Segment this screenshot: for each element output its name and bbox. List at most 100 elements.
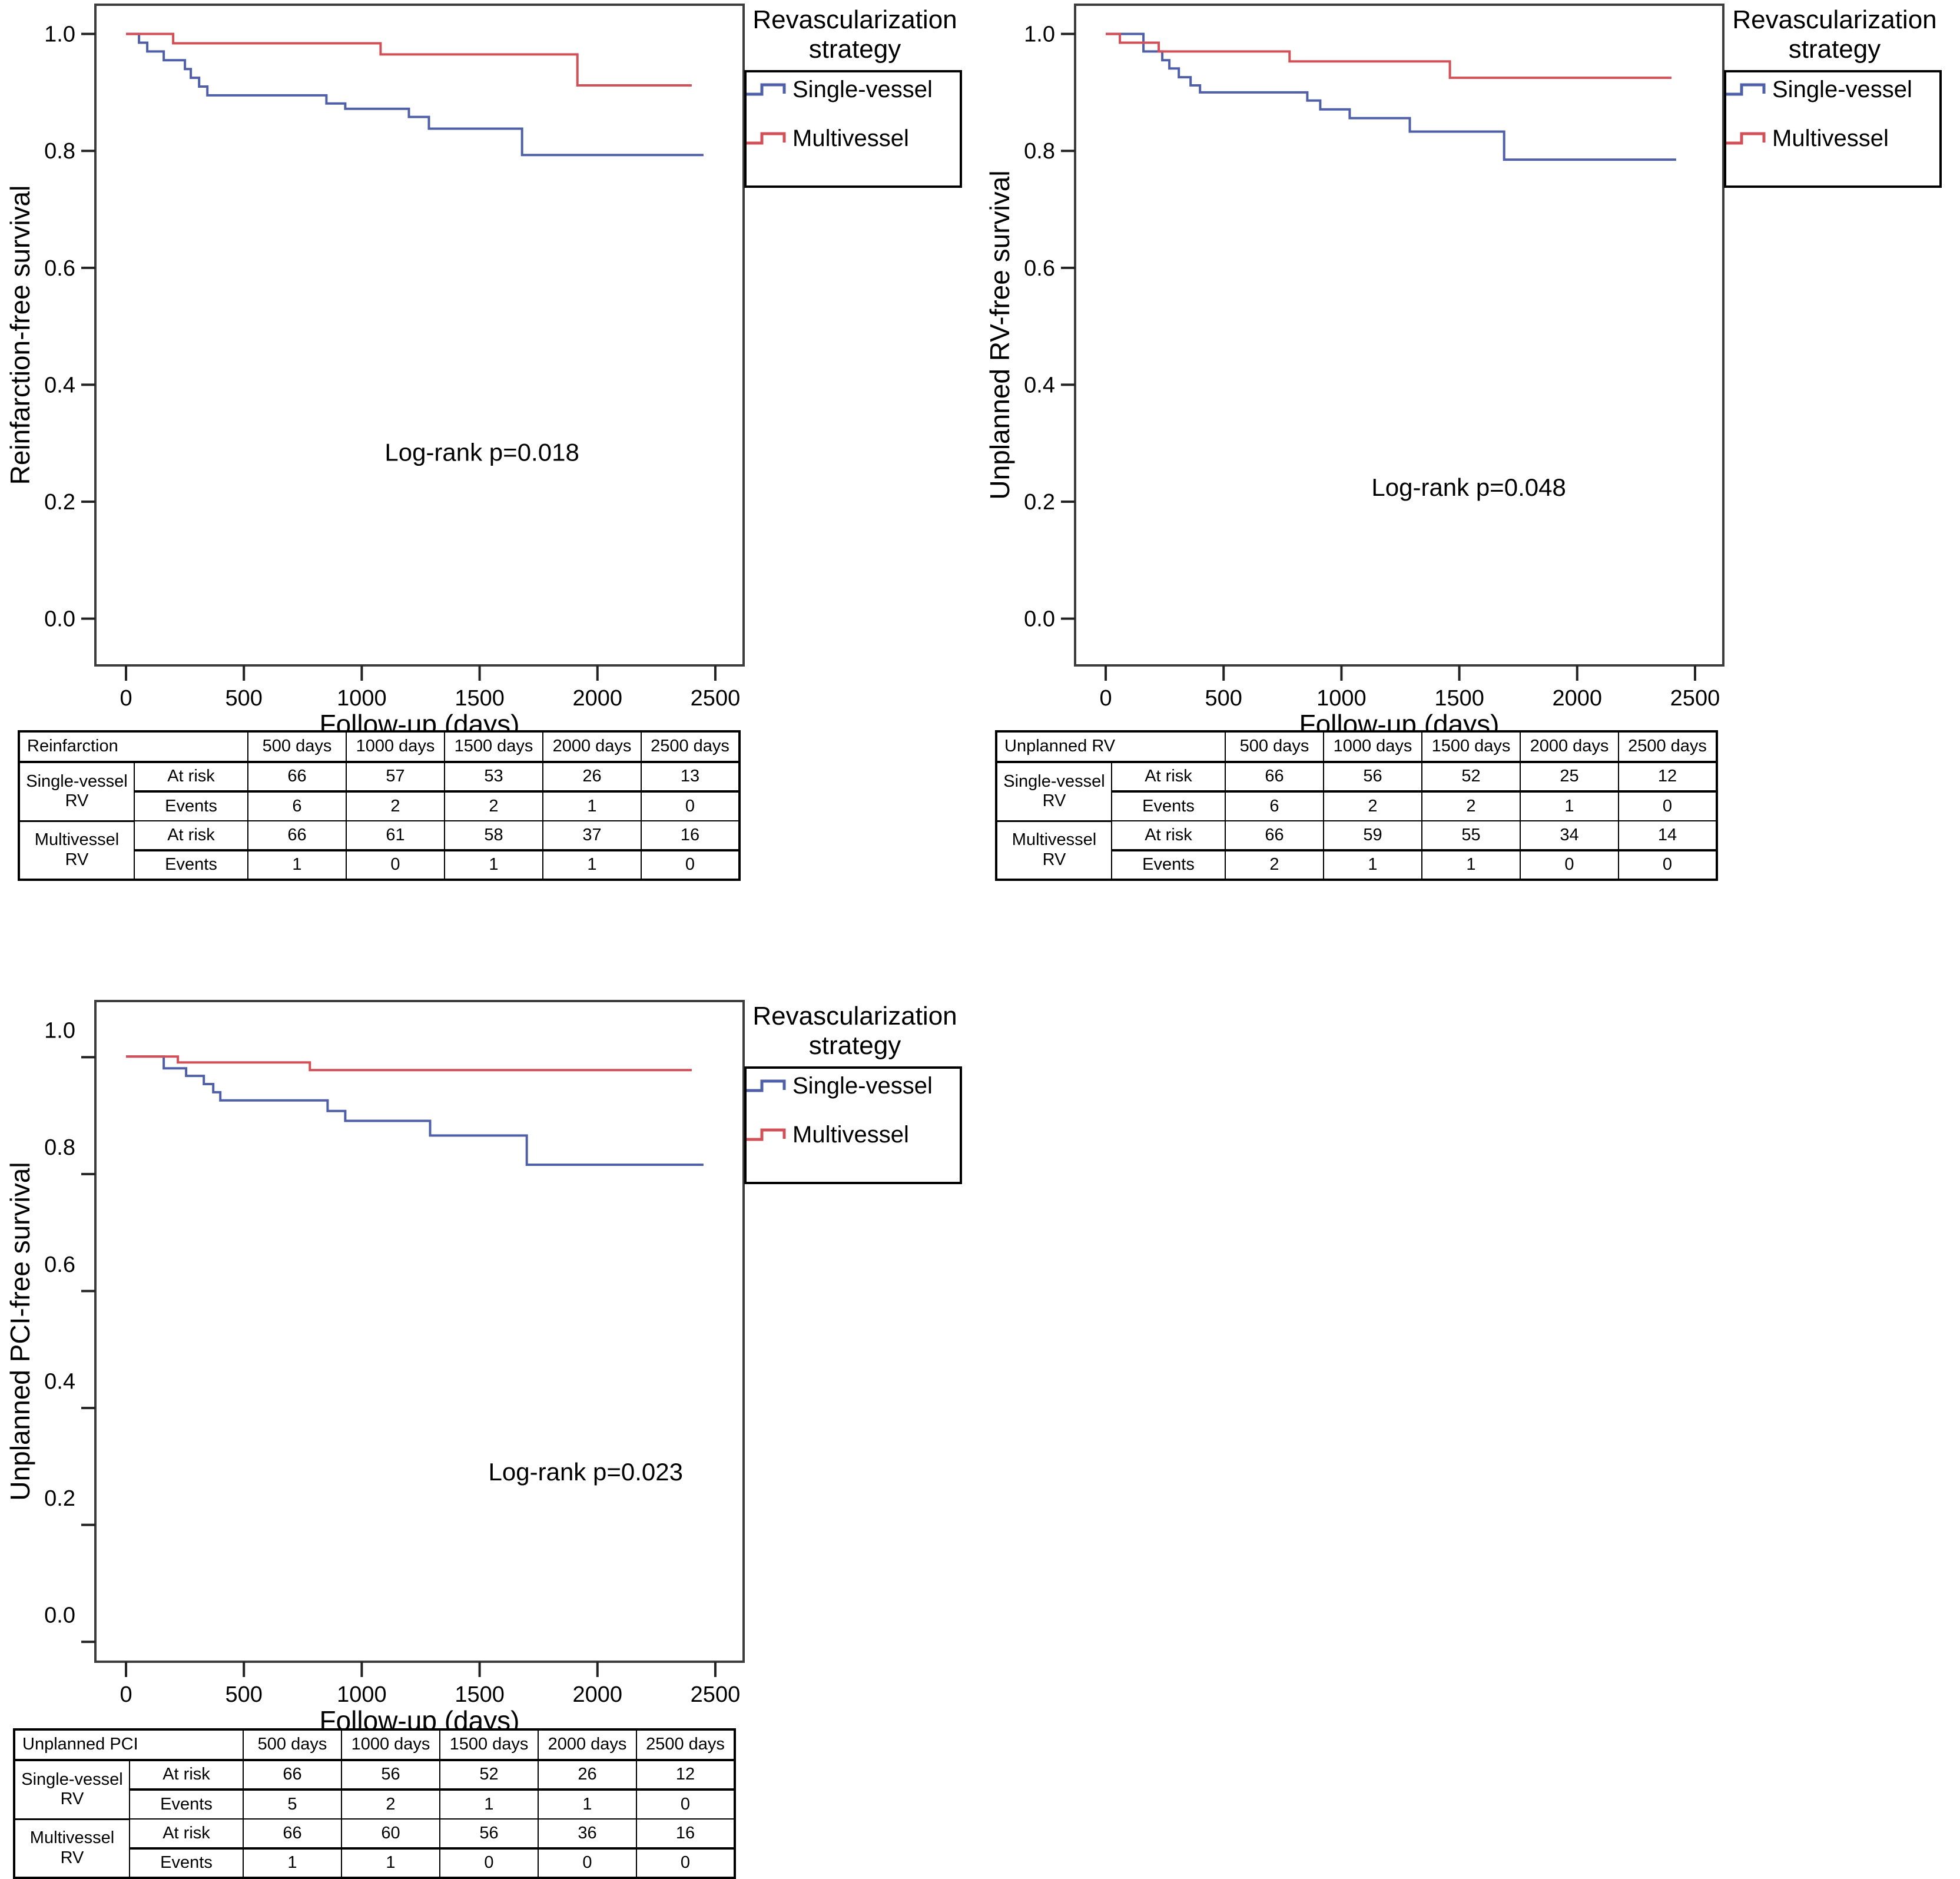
km-chart-svg: 0.00.20.40.60.81.00 500 1000 1500 2000 2500Fo… [984, 4, 1942, 739]
table-cell-value: 52 [439, 1759, 539, 1791]
table-group-label: Single-vessel RV [18, 761, 135, 822]
table-cell-value: 0 [1618, 850, 1717, 880]
x-tick-label: 0 [1099, 686, 1112, 711]
legend-item-label: Multivessel [792, 1122, 909, 1148]
legend-item-label: Single-vessel [1772, 77, 1912, 102]
table-column-header: 1000 days [341, 1729, 440, 1761]
table-cell-value: 66 [1225, 761, 1324, 793]
legend-title: strategy [1789, 35, 1881, 64]
table-group-label: Single-vessel RV [996, 761, 1112, 822]
table-cell-value: 1 [444, 850, 543, 880]
y-tick-label: 1.0 [1024, 22, 1055, 47]
table-cell-value: 16 [641, 820, 740, 851]
table-cell-value: 52 [1421, 761, 1521, 793]
table-cell-value: 16 [636, 1818, 735, 1850]
table-row: Events 1 0 1 1 0 [19, 850, 740, 880]
log-rank-annotation: Log-rank p=0.018 [384, 438, 579, 466]
x-tick-label: 2500 [691, 1682, 741, 1707]
table-metric-label: Events [1111, 791, 1226, 821]
table-cell-value: 2 [1323, 791, 1422, 821]
table-cell-value: 0 [636, 1848, 735, 1878]
table-cell-value: 66 [247, 761, 347, 793]
table-column-header: 500 days [1225, 731, 1324, 763]
table-cell-value: 0 [346, 850, 445, 880]
table-cell-value: 6 [1225, 791, 1324, 821]
km-curve-single-vessel [126, 32, 704, 157]
y-axis-label: Unplanned RV-free survival [984, 170, 1015, 499]
legend-key-single-vessel-step-icon [747, 1079, 786, 1092]
table-column-header: 2500 days [636, 1729, 735, 1761]
table-metric-label: At risk [129, 1759, 244, 1791]
table-cell-value: 0 [641, 791, 740, 821]
table-cell-value: 6 [247, 791, 347, 821]
table-column-header: 1000 days [1323, 731, 1422, 763]
table-cell-value: 66 [243, 1759, 342, 1791]
table-metric-label: At risk [129, 1818, 244, 1850]
table-cell-value: 1 [243, 1848, 342, 1878]
table-column-header: 500 days [243, 1729, 342, 1761]
km-chart-svg: 0.00.20.40.60.81.00 500 1000 1500 2000 2500Fo… [5, 1000, 962, 1735]
table-cell-value: 61 [346, 820, 445, 851]
table-metric-label: Events [1111, 850, 1226, 880]
table-metric-label: At risk [134, 820, 248, 851]
table-cell-value: 2 [1225, 850, 1324, 880]
panel-unplanned-pci-chart: 0.0 0.2 0.4 0.6 0.8 1.0 0 500 1000 1500 2000 2500 Fo… [2, 996, 980, 1735]
y-tick-label: 0.2 [1024, 490, 1055, 515]
table-column-header: 1500 days [439, 1729, 539, 1761]
table-cell-value: 0 [1618, 791, 1717, 821]
table-cell-value: 1 [1520, 791, 1619, 821]
table-corner-label: Unplanned PCI [14, 1729, 244, 1761]
x-tick-label: 2000 [573, 1682, 623, 1707]
table-column-header: 2500 days [641, 731, 740, 763]
table-group-label: Multivessel RV [18, 820, 135, 881]
table-cell-value: 1 [247, 850, 347, 880]
y-tick-label: 0.8 [1024, 139, 1055, 164]
legend-title: strategy [809, 1031, 901, 1060]
legend-title: strategy [809, 35, 901, 64]
reinfarction-risk-table: Reinfarction 500 days 1000 days 1500 days 20… [18, 730, 741, 881]
table-cell-value: 58 [444, 820, 543, 851]
km-curve-multivessel [126, 1055, 692, 1072]
table-cell-value: 0 [538, 1848, 637, 1878]
table-cell-value: 1 [542, 791, 642, 821]
table-cell-value: 13 [641, 761, 740, 793]
table-metric-label: At risk [134, 761, 248, 793]
x-tick-label: 0 [120, 686, 132, 711]
table-cell-value: 34 [1520, 820, 1619, 851]
km-chart-svg: 0.00.20.40.60.81.00 500 1000 1500 2000 2500Fo… [5, 4, 962, 739]
table-cell-value: 0 [1520, 850, 1619, 880]
at-risk-table: Reinfarction 500 days 1000 days 1500 days 20… [18, 730, 741, 881]
table-metric-label: At risk [1111, 761, 1226, 793]
table-cell-value: 0 [439, 1848, 539, 1878]
table-cell-value: 2 [341, 1789, 440, 1820]
table-row: Single-vessel RV At risk 66 56 52 26 12 [14, 1759, 735, 1820]
table-cell-value: 57 [346, 761, 445, 793]
table-row: Single-vessel RV At risk 66 57 53 26 13 [18, 761, 740, 822]
unplanned-pci-risk-table: Unplanned PCI 500 days 1000 days 1500 days 2… [13, 1728, 736, 1879]
table-cell-value: 1 [341, 1848, 440, 1878]
table-group-label: Multivessel RV [14, 1818, 130, 1879]
table-group-label: Multivessel RV [996, 820, 1112, 881]
table-column-header: 2000 days [1520, 731, 1619, 763]
table-cell-value: 66 [247, 820, 347, 851]
legend-title: Revascularization [1732, 5, 1936, 34]
y-axis-label: Unplanned PCI-free survival [5, 1162, 35, 1500]
legend-box [744, 70, 962, 188]
plot-frame [94, 1000, 745, 1663]
legend-key-multivessel-step-icon [747, 1128, 786, 1141]
legend-item-label: Single-vessel [792, 1073, 933, 1099]
table-row: Events 2 1 1 0 0 [996, 850, 1717, 880]
x-tick-label: 1500 [455, 1682, 505, 1707]
legend-key-single-vessel-step-icon [1726, 83, 1766, 96]
table-cell-value: 26 [542, 761, 642, 793]
table-column-header: 1500 days [444, 731, 543, 763]
table-cell-value: 12 [636, 1759, 735, 1791]
table-metric-label: Events [134, 850, 248, 880]
x-tick-label: 1000 [1316, 686, 1367, 711]
legend-title: Revascularization [752, 5, 957, 34]
table-cell-value: 56 [439, 1818, 539, 1850]
x-tick-label: 500 [1205, 686, 1242, 711]
y-tick-label: 1.0 [44, 1019, 75, 1043]
table-cell-value: 14 [1618, 820, 1717, 851]
table-metric-label: Events [129, 1789, 244, 1820]
